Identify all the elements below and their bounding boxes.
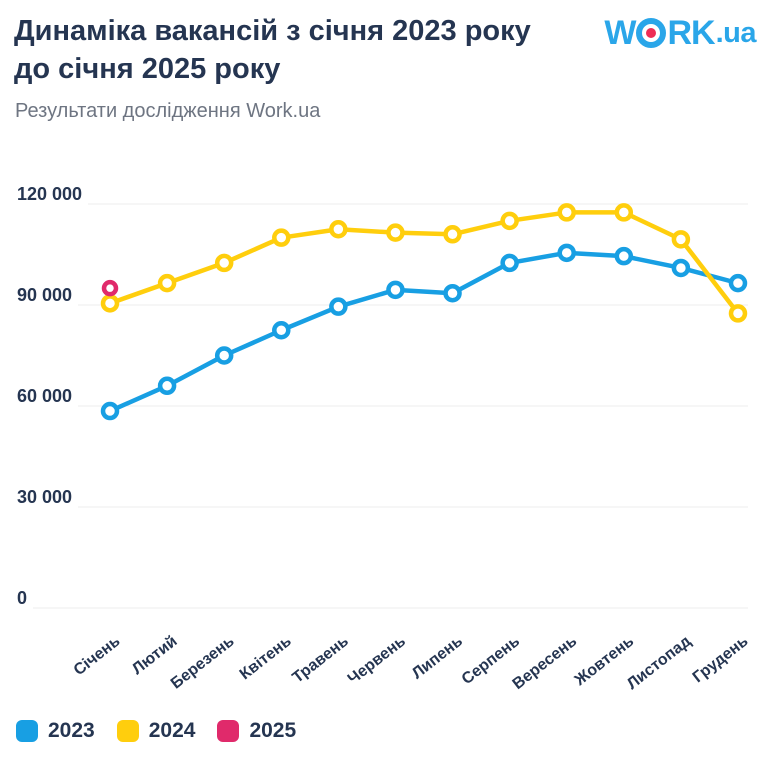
y-axis-tick-label: 60 000	[17, 386, 72, 406]
data-point-2023	[614, 246, 634, 266]
x-axis-month-label: Лютий	[129, 633, 180, 678]
y-axis-tick-label: 0	[17, 588, 27, 608]
data-point-2024	[214, 253, 234, 273]
logo-letter-w: W	[604, 14, 636, 52]
legend-swatch-2025	[217, 720, 240, 742]
legend-label-2025: 2025	[249, 719, 297, 742]
x-axis-month-label: Березень	[168, 633, 238, 693]
x-axis-month-label: Січень	[71, 633, 124, 680]
data-point-2023	[728, 273, 748, 293]
logo-o-icon	[636, 18, 667, 48]
data-point-2024	[272, 228, 291, 247]
data-point-2024	[386, 223, 405, 242]
legend-swatch-2023	[16, 720, 38, 742]
data-point-2023	[329, 297, 348, 316]
data-point-2023	[557, 243, 576, 263]
x-axis-month-label: Червень	[345, 633, 409, 688]
x-axis-month-label: Грудень	[690, 633, 752, 687]
data-point-2025	[101, 279, 119, 297]
x-axis-month-label: Травень	[289, 633, 351, 687]
data-point-2024	[157, 273, 177, 293]
data-point-2023	[157, 376, 177, 396]
data-point-2024	[671, 230, 691, 249]
y-axis-tick-label: 120 000	[17, 184, 82, 204]
data-point-2023	[100, 401, 120, 421]
x-axis-month-label: Квітень	[237, 633, 295, 684]
data-point-2023	[214, 346, 234, 365]
logo-letters-rk: RK	[667, 14, 715, 52]
y-axis-tick-label: 30 000	[17, 487, 72, 507]
data-point-2024	[728, 304, 748, 323]
x-axis-month-label: Вересень	[510, 633, 581, 693]
data-point-2024	[329, 220, 348, 239]
data-point-2024	[557, 203, 576, 222]
title-line-1: Динаміка вакансій з січня 2023 року	[14, 15, 531, 47]
legend-label-2024: 2024	[148, 719, 196, 742]
series-line-2024	[107, 210, 741, 316]
data-point-2023	[500, 253, 519, 273]
data-point-2023	[386, 280, 405, 300]
x-axis-month-label: Липень	[409, 633, 466, 683]
series-line-2023	[107, 250, 741, 414]
chart-legend: 2023 2024 2025	[16, 719, 296, 743]
data-point-2023	[671, 258, 691, 278]
y-axis-tick-label: 90 000	[17, 285, 72, 305]
x-axis-month-label: Листопад	[624, 633, 694, 693]
workua-logo: W RK .ua	[604, 14, 757, 52]
page-title: Динаміка вакансій з січня 2023 року до с…	[14, 12, 614, 88]
legend-swatch-2024	[116, 720, 139, 742]
data-point-2023	[443, 283, 462, 303]
legend-item-2025: 2025	[217, 719, 296, 743]
data-point-2023	[272, 321, 291, 340]
data-point-2024	[500, 211, 519, 231]
logo-dot-icon	[646, 28, 657, 38]
legend-label-2023: 2023	[48, 719, 95, 742]
legend-item-2024: 2024	[116, 719, 196, 743]
data-point-2024	[614, 203, 634, 222]
title-line-2: до січня 2025 року	[14, 53, 281, 85]
legend-item-2023: 2023	[16, 719, 95, 743]
data-point-2024	[443, 225, 462, 244]
logo-suffix-ua: .ua	[715, 17, 757, 49]
page-subtitle: Результати дослідження Work.ua	[15, 100, 321, 122]
data-point-2024	[100, 294, 120, 313]
